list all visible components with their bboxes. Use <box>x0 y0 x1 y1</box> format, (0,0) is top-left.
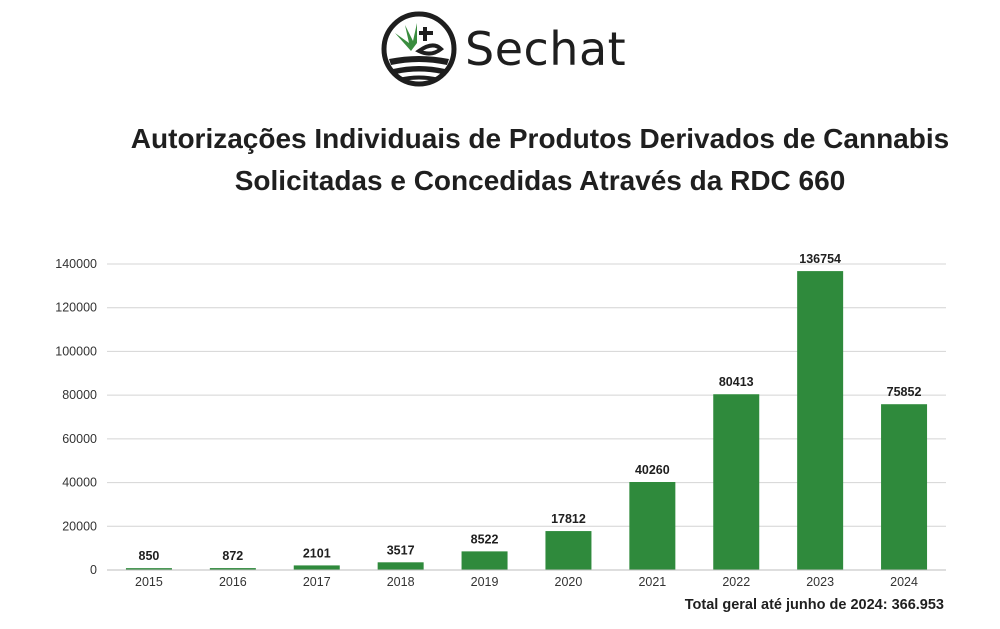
y-tick-label: 120000 <box>55 301 97 315</box>
sechat-logo: Sechat <box>381 10 626 88</box>
bar <box>125 568 172 570</box>
data-label: 872 <box>222 549 243 563</box>
chart-title: Autorizações Individuais de Produtos Der… <box>130 123 950 196</box>
data-label: 17812 <box>551 512 586 526</box>
data-label: 850 <box>139 549 160 563</box>
y-tick-label: 40000 <box>62 476 97 490</box>
x-tick-label: 2017 <box>303 575 331 589</box>
x-tick-label: 2022 <box>722 575 750 589</box>
bar <box>545 531 592 570</box>
data-label: 80413 <box>719 375 754 389</box>
data-label: 75852 <box>887 385 922 399</box>
data-label: 40260 <box>635 463 670 477</box>
bar <box>209 568 256 570</box>
total-footer: Total geral até junho de 2024: 366.953 <box>684 597 944 613</box>
x-tick-label: 2015 <box>135 575 163 589</box>
bar <box>629 482 676 570</box>
y-tick-label: 20000 <box>62 519 97 533</box>
x-tick-label: 2018 <box>387 575 415 589</box>
bar <box>293 565 340 570</box>
y-tick-label: 60000 <box>62 432 97 446</box>
data-label: 136754 <box>799 252 841 266</box>
y-tick-label: 140000 <box>55 257 97 271</box>
bar <box>461 551 508 570</box>
data-label: 8522 <box>471 532 499 546</box>
x-tick-label: 2016 <box>219 575 247 589</box>
bar <box>797 271 844 570</box>
bar <box>713 394 760 570</box>
y-tick-label: 0 <box>90 563 97 577</box>
data-label: 2101 <box>303 546 331 560</box>
cannabis-leaf-logo-icon <box>381 11 457 87</box>
brand-name: Sechat <box>465 22 627 76</box>
bar <box>881 404 928 570</box>
bar <box>377 562 424 570</box>
x-tick-label: 2020 <box>555 575 583 589</box>
y-tick-label: 100000 <box>55 344 97 358</box>
data-label: 3517 <box>387 543 415 557</box>
x-tick-label: 2023 <box>806 575 834 589</box>
x-tick-label: 2019 <box>471 575 499 589</box>
x-tick-label: 2024 <box>890 575 918 589</box>
y-tick-label: 80000 <box>62 388 97 402</box>
x-tick-label: 2021 <box>638 575 666 589</box>
